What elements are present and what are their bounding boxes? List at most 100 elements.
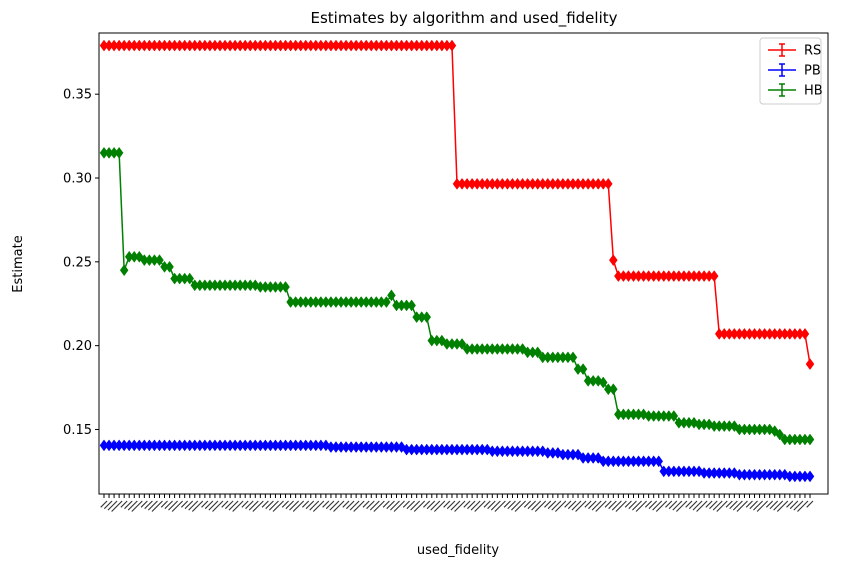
x-tick-label-glyph bbox=[103, 500, 113, 510]
data-point-HB bbox=[185, 272, 195, 285]
x-tick-label-glyph bbox=[171, 500, 184, 512]
data-point-HB bbox=[407, 299, 416, 312]
x-tick-label-glyph bbox=[547, 500, 557, 510]
x-tick-label-glyph bbox=[745, 500, 753, 508]
data-point-HB bbox=[281, 281, 290, 293]
x-tick-label-glyph bbox=[329, 500, 340, 511]
y-axis: 0.15 0.20 0.25 0.30 0.35 bbox=[63, 88, 99, 438]
x-tick-label-glyph bbox=[147, 500, 158, 511]
data-point-HB bbox=[457, 338, 467, 350]
x-tick-label-glyph bbox=[261, 500, 269, 508]
x-tick-label-glyph bbox=[487, 500, 496, 510]
data-point-HB bbox=[533, 346, 542, 359]
x-tick-label-glyph bbox=[632, 500, 642, 511]
x-tick-label-glyph bbox=[426, 500, 436, 510]
x-tick-label-glyph bbox=[672, 500, 683, 511]
data-point-HB bbox=[609, 383, 618, 396]
x-tick-label-glyph bbox=[180, 500, 189, 508]
data-point-HB bbox=[155, 254, 164, 267]
x-tick-label-glyph bbox=[423, 500, 431, 508]
x-tick-label-glyph bbox=[531, 500, 542, 511]
x-tick-label-glyph bbox=[346, 500, 355, 510]
x-tick-label-glyph bbox=[208, 500, 219, 511]
x-tick-label-glyph bbox=[201, 500, 209, 508]
x-tick-label-glyph bbox=[534, 500, 547, 512]
x-tick-label-glyph bbox=[248, 500, 259, 511]
y-tick-label: 0.30 bbox=[63, 172, 92, 187]
data-point-HB bbox=[119, 264, 129, 277]
x-tick-label-glyph bbox=[292, 500, 305, 512]
x-tick-label-glyph bbox=[564, 500, 572, 508]
data-point-HB bbox=[598, 376, 608, 389]
x-tick-label-glyph bbox=[107, 500, 118, 511]
x-tick-label-glyph bbox=[765, 500, 774, 508]
x-tick-label-glyph bbox=[265, 500, 274, 510]
x-tick-label-glyph bbox=[793, 500, 804, 511]
x-tick-label-glyph bbox=[644, 500, 653, 508]
x-tick-label-glyph bbox=[160, 500, 168, 508]
x-tick-label-glyph bbox=[786, 500, 794, 508]
x-tick-label-glyph bbox=[322, 500, 330, 508]
x-tick-label-glyph bbox=[736, 500, 748, 512]
y-axis-title: Estimate bbox=[11, 235, 26, 292]
legend-label-HB: HB bbox=[804, 84, 823, 99]
x-tick-label-glyph bbox=[402, 500, 410, 508]
x-tick-label-glyph bbox=[749, 500, 758, 510]
x-tick-label-glyph bbox=[806, 500, 814, 508]
x-tick-label-glyph bbox=[325, 500, 335, 510]
x-tick-label-glyph bbox=[353, 500, 365, 512]
x-tick-label-glyph bbox=[474, 500, 486, 512]
x-tick-label-glyph bbox=[604, 500, 612, 508]
x-tick-label-glyph bbox=[212, 500, 224, 512]
x-tick-label-glyph bbox=[127, 500, 138, 511]
data-point-HB bbox=[568, 351, 578, 364]
x-tick-label-glyph bbox=[555, 500, 567, 512]
plot-area bbox=[98, 32, 829, 495]
x-tick-label-glyph bbox=[285, 500, 294, 510]
y-tick-label: 0.25 bbox=[63, 255, 92, 270]
x-tick-label-glyph bbox=[523, 500, 531, 508]
x-tick-label-glyph bbox=[443, 500, 451, 508]
x-tick-label-glyph bbox=[608, 500, 617, 510]
x-tick-label-glyph bbox=[450, 500, 461, 511]
x-tick-label-glyph bbox=[773, 500, 784, 511]
x-tick-label-glyph bbox=[373, 500, 385, 512]
x-tick-label-glyph bbox=[591, 500, 602, 511]
x-tick-label-glyph bbox=[188, 500, 199, 511]
x-tick-label-glyph bbox=[151, 500, 163, 512]
x-tick-label-glyph bbox=[111, 500, 123, 512]
x-tick-label-glyph bbox=[753, 500, 763, 511]
x-tick-label-glyph bbox=[312, 500, 325, 512]
x-tick-label-glyph bbox=[696, 500, 708, 512]
data-point-RS bbox=[609, 254, 618, 267]
x-tick-label-glyph bbox=[232, 500, 244, 512]
x-tick-label-glyph bbox=[769, 500, 779, 510]
x-tick-label-glyph bbox=[527, 500, 537, 510]
data-point-HB bbox=[422, 311, 432, 324]
x-tick-label-glyph bbox=[490, 500, 501, 511]
data-point-HB bbox=[805, 433, 815, 446]
x-tick-label-glyph bbox=[588, 500, 597, 510]
x-tick-label-glyph bbox=[221, 500, 229, 508]
x-tick-label-glyph bbox=[611, 500, 622, 511]
x-tick-label-glyph bbox=[692, 500, 703, 511]
x-tick-label-glyph bbox=[705, 500, 713, 508]
x-tick-label-glyph bbox=[571, 500, 582, 511]
data-point-RS bbox=[447, 39, 457, 52]
x-tick-label-glyph bbox=[100, 500, 108, 508]
data-point-PB bbox=[654, 455, 664, 468]
data-point-RS bbox=[709, 270, 719, 282]
x-tick-label-glyph bbox=[470, 500, 481, 511]
x-tick-label-glyph bbox=[712, 500, 723, 511]
x-tick-label-glyph bbox=[628, 500, 637, 510]
x-tick-label-glyph bbox=[191, 500, 204, 512]
legend: RS PB HB bbox=[759, 37, 823, 105]
data-point-HB bbox=[165, 260, 174, 273]
x-tick-label-glyph bbox=[302, 500, 310, 508]
x-tick-label-glyph bbox=[685, 500, 693, 508]
x-tick-label-glyph bbox=[386, 500, 395, 510]
x-tick-label-glyph bbox=[382, 500, 390, 508]
x-tick-label-glyph bbox=[252, 500, 264, 512]
x-tick-label-glyph bbox=[120, 500, 128, 508]
